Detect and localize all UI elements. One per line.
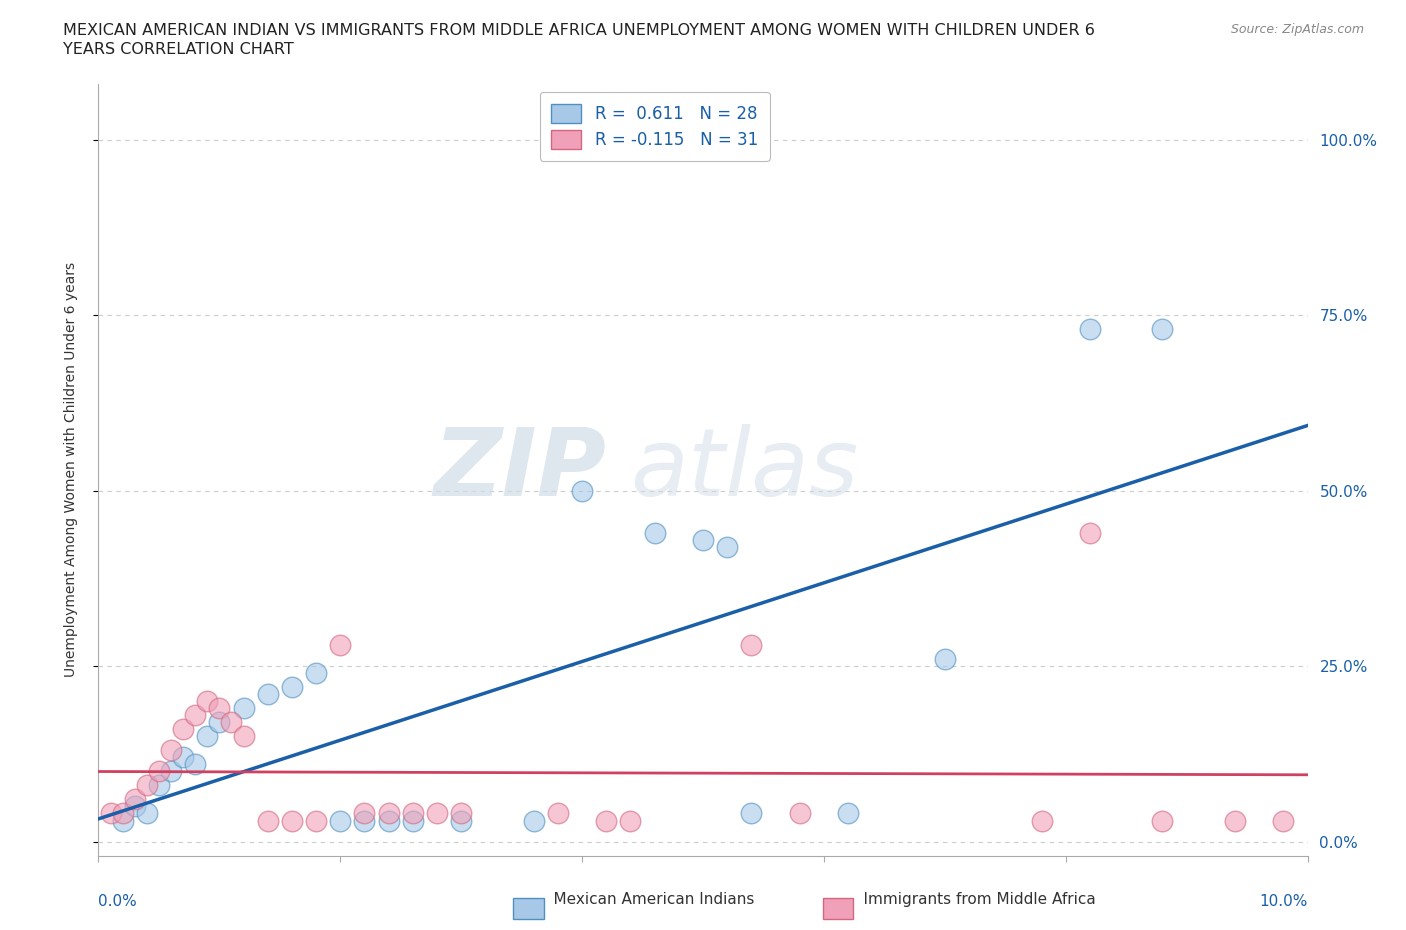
Point <box>195 729 218 744</box>
Point <box>256 813 278 828</box>
Point <box>329 638 352 653</box>
Point <box>402 806 425 821</box>
Point <box>305 813 328 828</box>
Point <box>135 806 157 821</box>
Point <box>208 715 231 730</box>
Point <box>124 799 146 814</box>
Point <box>716 539 738 554</box>
Point <box>740 806 762 821</box>
Text: atlas: atlas <box>630 424 859 515</box>
Point <box>124 792 146 807</box>
Point <box>934 652 956 667</box>
Point <box>692 532 714 547</box>
Text: Source: ZipAtlas.com: Source: ZipAtlas.com <box>1230 23 1364 36</box>
Point <box>450 813 472 828</box>
Text: 0.0%: 0.0% <box>98 895 138 910</box>
Point <box>172 722 194 737</box>
Point <box>208 701 231 716</box>
Point <box>1152 322 1174 337</box>
Legend: R =  0.611   N = 28, R = -0.115   N = 31: R = 0.611 N = 28, R = -0.115 N = 31 <box>540 92 769 161</box>
Point <box>644 525 666 540</box>
Point <box>160 764 183 778</box>
Point <box>281 813 304 828</box>
Point <box>1152 813 1174 828</box>
Point <box>148 778 170 793</box>
Point <box>172 750 194 764</box>
Point <box>195 694 218 709</box>
Point <box>1031 813 1053 828</box>
Point <box>571 484 593 498</box>
Point <box>221 715 243 730</box>
Point <box>184 757 207 772</box>
Y-axis label: Unemployment Among Women with Children Under 6 years: Unemployment Among Women with Children U… <box>63 262 77 677</box>
Point <box>547 806 569 821</box>
Point <box>789 806 811 821</box>
Point <box>837 806 859 821</box>
Text: Immigrants from Middle Africa: Immigrants from Middle Africa <box>844 892 1095 907</box>
Point <box>377 813 399 828</box>
Point <box>523 813 546 828</box>
Point <box>353 813 375 828</box>
Point <box>1223 813 1246 828</box>
Point <box>329 813 352 828</box>
Point <box>377 806 399 821</box>
Point <box>1272 813 1295 828</box>
Point <box>1078 322 1101 337</box>
Text: ZIP: ZIP <box>433 424 606 515</box>
Point <box>232 729 254 744</box>
Text: Mexican American Indians: Mexican American Indians <box>534 892 755 907</box>
Point <box>402 813 425 828</box>
Point <box>111 813 134 828</box>
Point <box>135 778 157 793</box>
Point <box>256 686 278 701</box>
Text: 10.0%: 10.0% <box>1260 895 1308 910</box>
Text: MEXICAN AMERICAN INDIAN VS IMMIGRANTS FROM MIDDLE AFRICA UNEMPLOYMENT AMONG WOME: MEXICAN AMERICAN INDIAN VS IMMIGRANTS FR… <box>63 23 1095 38</box>
Point <box>740 638 762 653</box>
Point <box>353 806 375 821</box>
Point <box>595 813 617 828</box>
Point <box>426 806 449 821</box>
Text: YEARS CORRELATION CHART: YEARS CORRELATION CHART <box>63 42 294 57</box>
Point <box>148 764 170 778</box>
Point <box>111 806 134 821</box>
Point <box>305 666 328 681</box>
Point <box>232 701 254 716</box>
Point <box>184 708 207 723</box>
Point <box>619 813 641 828</box>
Point <box>450 806 472 821</box>
Point <box>100 806 122 821</box>
Point <box>1078 525 1101 540</box>
Point <box>160 743 183 758</box>
Point <box>281 680 304 695</box>
